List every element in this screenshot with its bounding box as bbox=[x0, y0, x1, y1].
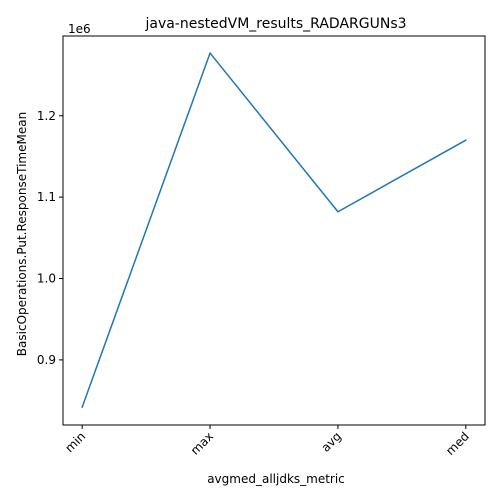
plot-frame bbox=[62, 35, 486, 426]
x-tick-label: min bbox=[62, 429, 88, 455]
x-tick-label: avg bbox=[319, 429, 345, 455]
y-axis-label: BasicOperations.Put.ResponseTimeMean bbox=[15, 112, 29, 356]
y-tick-label: 1.2 bbox=[37, 109, 56, 123]
y-offset-label: 1e6 bbox=[68, 22, 91, 36]
data-point-avg bbox=[337, 211, 339, 213]
y-tick-label: 1.0 bbox=[37, 272, 56, 286]
x-tick-label: med bbox=[443, 429, 472, 458]
y-tick-label: 0.9 bbox=[37, 353, 56, 367]
series bbox=[81, 52, 467, 408]
y-ticks: 0.9 1.0 1.1 1.2 bbox=[37, 109, 63, 367]
x-axis-label: avgmed_alljdks_metric bbox=[207, 472, 345, 486]
x-ticks: min max avg med bbox=[62, 425, 472, 458]
data-point-med bbox=[465, 139, 467, 141]
data-point-min bbox=[81, 406, 83, 408]
data-point-max bbox=[209, 52, 211, 54]
axes bbox=[62, 35, 486, 426]
x-tick-label: max bbox=[188, 429, 216, 457]
y-tick-label: 1.1 bbox=[37, 190, 56, 204]
series-line bbox=[81, 52, 467, 408]
chart-title: java-nestedVM_results_RADARGUNs3 bbox=[144, 16, 406, 32]
